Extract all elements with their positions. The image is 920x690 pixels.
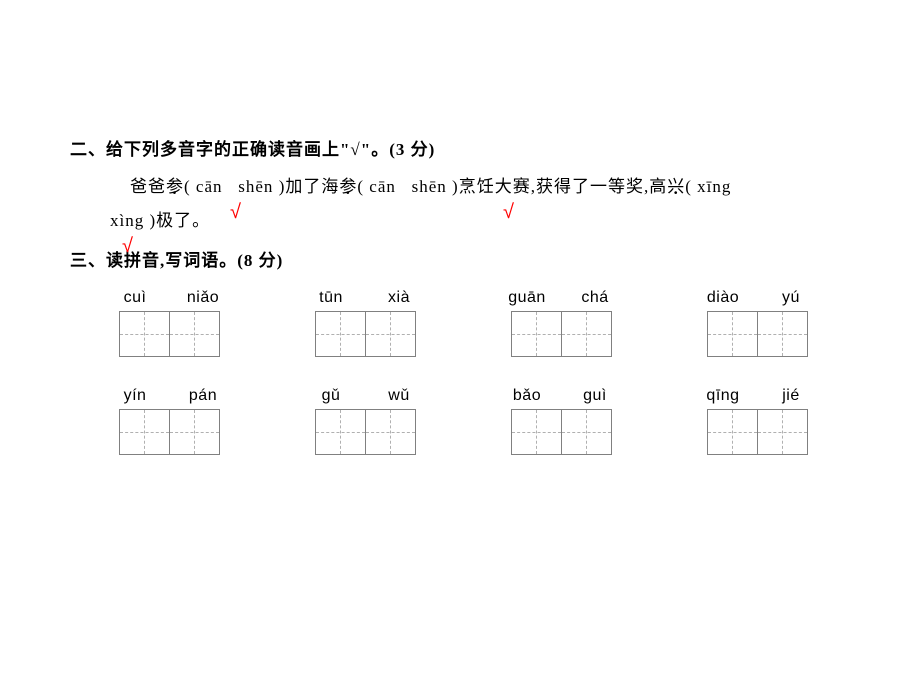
section2-heading: 二、给下列多音字的正确读音画上"√"。(3 分) [70, 135, 870, 160]
pinyin-label: guān [502, 289, 552, 307]
pinyin-label: yín [110, 387, 160, 405]
pinyin-label: yú [766, 289, 816, 307]
pinyin-can-2: cān [369, 177, 396, 196]
paren-open-3: ( [685, 177, 697, 196]
pinyin-label: bǎo [502, 387, 552, 405]
tianzige-pair[interactable] [511, 311, 612, 357]
sentence-line-2: xìng )极了。 √ [110, 204, 870, 238]
tianzige-pair[interactable] [707, 409, 808, 455]
boxes-row-1: cuìniǎo tūnxià guānchá diàoyú [110, 289, 870, 357]
box-group: bǎoguì [502, 387, 620, 455]
sentence-line-1: 爸爸参( cān shēn )加了海参( cān shēn )烹饪大赛,获得了一… [130, 170, 870, 204]
box-group: gǔwǔ [306, 387, 424, 455]
section3-heading: 三、读拼音,写词语。(8 分) [70, 246, 870, 271]
paren-close-3: ) [144, 211, 156, 230]
paren-open-1: ( [184, 177, 196, 196]
pinyin-label: diào [698, 289, 748, 307]
box-group: yínpán [110, 387, 228, 455]
pinyin-shen-2: shēn [412, 177, 447, 196]
pinyin-label: pán [178, 387, 228, 405]
tianzige-pair[interactable] [707, 311, 808, 357]
pinyin-label: tūn [306, 289, 356, 307]
pinyin-label: cuì [110, 289, 160, 307]
text-pre: 爸爸 [130, 177, 166, 196]
paren-close-1: ) [273, 177, 285, 196]
paren-close-2: ) [447, 177, 459, 196]
paren-open-2: ( [357, 177, 369, 196]
tianzige-pair[interactable] [315, 311, 416, 357]
boxes-row-2: yínpán gǔwǔ bǎoguì qīngjié [110, 387, 870, 455]
pinyin-label: wǔ [374, 387, 424, 405]
text-end: 极了。 [156, 211, 210, 230]
char-shen: 参 [339, 177, 357, 196]
pinyin-label: qīng [698, 387, 748, 405]
pinyin-can: cān [196, 177, 223, 196]
text-post: 烹饪大赛,获得了一等奖,高 [459, 177, 668, 196]
pinyin-shen-1: shēn [238, 177, 273, 196]
text-mid: 加了海 [285, 177, 339, 196]
pinyin-label: niǎo [178, 289, 228, 307]
tianzige-pair[interactable] [119, 311, 220, 357]
box-group: qīngjié [698, 387, 816, 455]
char-xing: 兴 [667, 177, 685, 196]
box-group: diàoyú [698, 289, 816, 357]
box-group: guānchá [502, 289, 620, 357]
pinyin-label: chá [570, 289, 620, 307]
box-group: tūnxià [306, 289, 424, 357]
tianzige-pair[interactable] [315, 409, 416, 455]
pinyin-xing-1: xīng [697, 177, 731, 196]
pinyin-label: gǔ [306, 387, 356, 405]
tianzige-pair[interactable] [511, 409, 612, 455]
pinyin-label: jié [766, 387, 816, 405]
pinyin-label: guì [570, 387, 620, 405]
tianzige-pair[interactable] [119, 409, 220, 455]
char-can: 参 [166, 177, 184, 196]
box-group: cuìniǎo [110, 289, 228, 357]
check-mark-3: √ [122, 226, 134, 266]
pinyin-label: xià [374, 289, 424, 307]
